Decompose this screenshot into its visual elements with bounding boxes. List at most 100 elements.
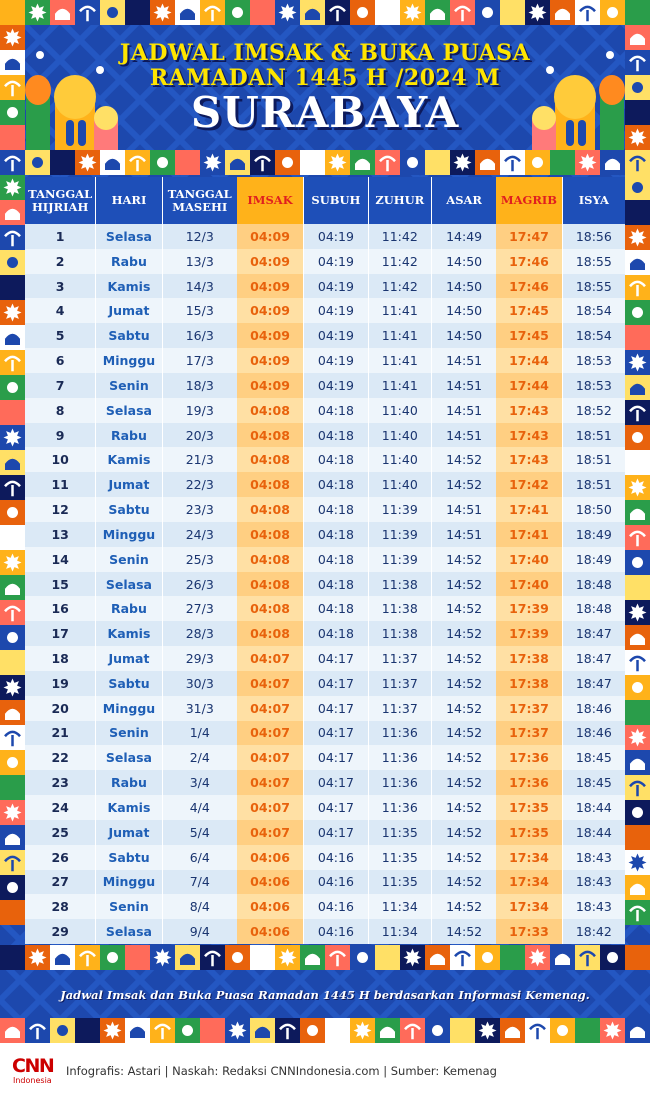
lantern-icon (7, 882, 18, 893)
table-row: 28 Senin 8/4 04:06 04:16 11:34 14:52 17:34 18:43 (25, 894, 626, 920)
cell-day: Senin (95, 372, 162, 398)
cell-asar: 14:52 (430, 894, 497, 920)
cell-subuh: 04:18 (303, 621, 368, 647)
cell-magrib: 17:36 (496, 770, 562, 796)
palm-icon (629, 280, 646, 297)
cell-asar: 14:51 (430, 521, 497, 547)
cell-isya: 18:56 (561, 224, 626, 249)
cell-hijri: 5 (25, 323, 96, 349)
cell-zuhur: 11:38 (367, 596, 431, 622)
cell-day: Kamis (95, 621, 162, 647)
mosque-icon (380, 1026, 395, 1038)
cell-subuh: 04:17 (303, 819, 368, 845)
star-icon (403, 3, 422, 22)
star-icon (228, 1021, 247, 1040)
palm-icon (79, 950, 96, 967)
cell-date: 29/3 (161, 646, 237, 671)
tile (200, 1018, 225, 1043)
column-header-hijri: TANGGAL HIJRIAH (28, 186, 93, 214)
mosque-icon (5, 208, 20, 220)
cell-hijri: 4 (25, 298, 96, 324)
lantern-icon (607, 952, 618, 963)
cell-isya: 18:45 (561, 770, 626, 796)
cell-magrib: 17:40 (496, 546, 562, 572)
column-header-isya: ISYA (561, 177, 625, 224)
cell-imsak: 04:07 (236, 695, 304, 721)
star-icon (628, 353, 647, 372)
tile (625, 945, 650, 970)
cell-day: Minggu (95, 348, 162, 373)
logo-main-text: CNN (12, 1055, 55, 1077)
table-row: 23 Rabu 3/4 04:07 04:17 11:36 14:52 17:36 18:45 (25, 770, 626, 796)
star-icon (3, 553, 22, 572)
cell-isya: 18:52 (561, 397, 626, 423)
palm-icon (154, 1023, 171, 1040)
palm-icon (454, 5, 471, 22)
cell-isya: 18:45 (561, 745, 626, 771)
lantern-icon (7, 382, 18, 393)
cell-asar: 14:52 (430, 695, 497, 721)
cell-zuhur: 11:37 (367, 646, 431, 671)
cell-isya: 18:48 (561, 571, 626, 597)
star-icon (453, 153, 472, 172)
cell-isya: 18:53 (561, 348, 626, 373)
cell-hijri: 17 (25, 621, 96, 647)
schedule-table: TANGGAL HIJRIAH HARI TANGGAL MASEHI IMSA… (25, 177, 626, 945)
mosque-icon (5, 333, 20, 345)
tile (0, 400, 25, 425)
mosque-icon (5, 58, 20, 70)
cell-subuh: 04:19 (303, 323, 368, 349)
cell-hijri: 9 (25, 422, 96, 448)
star-icon (278, 3, 297, 22)
cell-hijri: 29 (25, 919, 96, 945)
cell-isya: 18:55 (561, 273, 626, 299)
cell-subuh: 04:17 (303, 795, 368, 820)
palm-icon (4, 80, 21, 97)
tile (450, 1018, 475, 1043)
palm-icon (4, 230, 21, 247)
tile (575, 1018, 600, 1043)
mosque-icon (605, 158, 620, 170)
cell-subuh: 04:19 (303, 248, 368, 274)
tile (625, 700, 650, 725)
cell-asar: 14:52 (430, 819, 497, 845)
cell-imsak: 04:07 (236, 646, 304, 671)
cell-magrib: 17:45 (496, 298, 562, 324)
cell-isya: 18:42 (561, 919, 626, 945)
palm-icon (254, 155, 271, 172)
table-row: 7 Senin 18/3 04:09 04:19 11:41 14:51 17:44 18:53 (25, 372, 626, 398)
mosque-icon (630, 383, 645, 395)
palm-icon (4, 155, 21, 172)
tile (0, 775, 25, 800)
cell-magrib: 17:41 (496, 497, 562, 522)
cnn-logo: CNN Indonesia (12, 1055, 55, 1090)
star-icon (3, 428, 22, 447)
palm-icon (4, 730, 21, 747)
cell-magrib: 17:47 (496, 224, 562, 249)
cell-magrib: 17:46 (496, 248, 562, 274)
palm-icon (629, 780, 646, 797)
lantern-icon (7, 632, 18, 643)
cell-date: 24/3 (161, 521, 237, 547)
mosque-icon (630, 33, 645, 45)
cell-date: 13/3 (161, 248, 237, 274)
lantern-icon (632, 557, 643, 568)
palm-icon (579, 950, 596, 967)
lantern-icon (482, 7, 493, 18)
cell-date: 20/3 (161, 422, 237, 448)
table-row: 2 Rabu 13/3 04:09 04:19 11:42 14:50 17:46 18:55 (25, 248, 626, 274)
cell-isya: 18:51 (561, 422, 626, 448)
cell-subuh: 04:18 (303, 571, 368, 597)
star-icon (103, 1021, 122, 1040)
cell-asar: 14:51 (430, 397, 497, 423)
cell-day: Rabu (95, 422, 162, 448)
cell-isya: 18:51 (561, 472, 626, 498)
cell-imsak: 04:06 (236, 844, 304, 870)
cell-day: Senin (95, 894, 162, 920)
star-icon (578, 153, 597, 172)
cell-magrib: 17:45 (496, 323, 562, 349)
cell-hijri: 2 (25, 248, 96, 274)
cell-imsak: 04:08 (236, 546, 304, 572)
cell-subuh: 04:16 (303, 894, 368, 920)
lantern-icon (7, 757, 18, 768)
